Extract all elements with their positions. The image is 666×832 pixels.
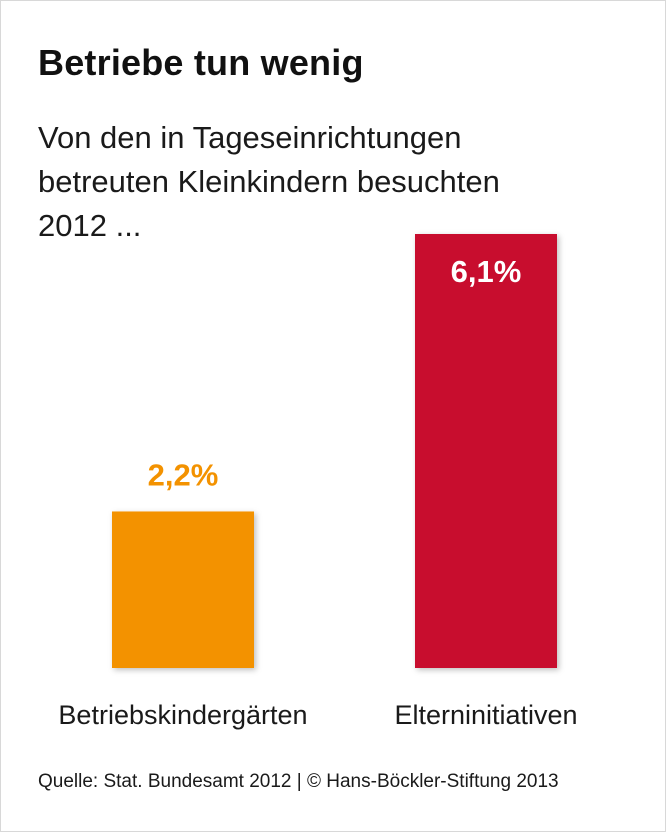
subtitle-line-3: 2012 ... [38,208,142,243]
category-label-1: Betriebskindergärten [58,700,307,730]
source-note: Quelle: Stat. Bundesamt 2012 | © Hans-Bö… [38,771,559,792]
chart-title: Betriebe tun wenig [38,42,364,83]
value-label-2: 6,1% [451,254,522,289]
value-label-1: 2,2% [148,457,219,492]
bars-layer: 2,2% Betriebskindergärten 6,1% Elterninitia… [58,234,578,730]
category-label-2: Elterninitiativen [394,700,577,730]
subtitle-line-2: betreuten Kleinkindern besuchten [38,164,500,199]
chart-subtitle: Von den in Tageseinrichtungen betreuten … [38,116,638,248]
bar-1 [112,511,254,668]
bar-2 [415,234,557,668]
subtitle-line-1: Von den in Tageseinrichtungen [38,120,462,155]
